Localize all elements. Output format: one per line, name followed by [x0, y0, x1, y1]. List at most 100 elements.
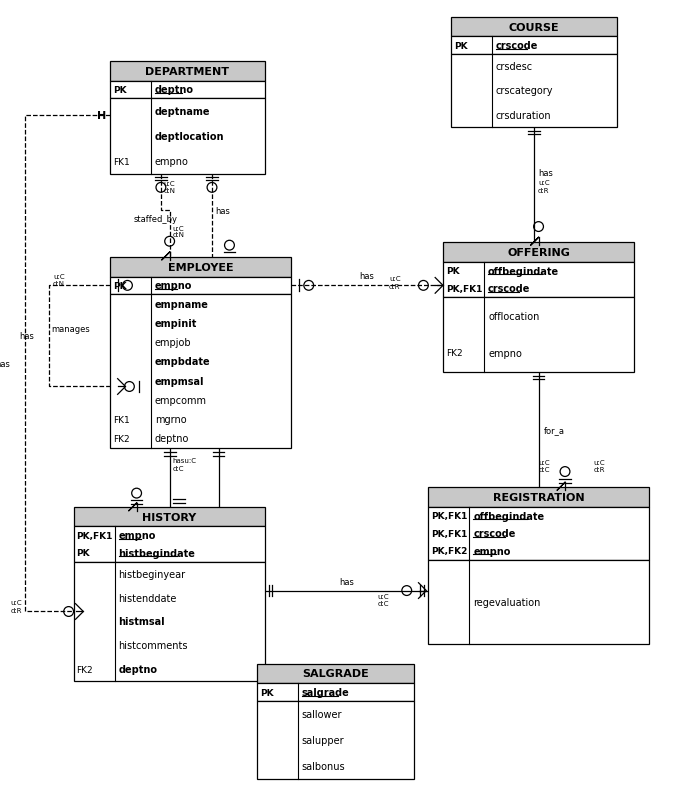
- Text: deptno: deptno: [119, 665, 157, 674]
- Bar: [257, 683, 413, 701]
- Text: empbdate: empbdate: [155, 357, 210, 367]
- Text: histmsal: histmsal: [119, 617, 165, 626]
- Text: has: has: [0, 359, 10, 368]
- Text: u:C: u:C: [389, 275, 401, 282]
- Text: has: has: [339, 577, 354, 586]
- Text: PK: PK: [112, 86, 126, 95]
- Text: d:R: d:R: [538, 188, 549, 194]
- Bar: [443, 262, 634, 298]
- Text: COURSE: COURSE: [509, 22, 560, 33]
- Text: FK2: FK2: [446, 349, 462, 358]
- Text: crscode: crscode: [473, 529, 515, 539]
- Bar: [110, 99, 265, 174]
- Text: has: has: [215, 207, 230, 216]
- Text: H: H: [97, 111, 106, 121]
- Text: offbegindate: offbegindate: [488, 266, 559, 277]
- Text: offbegindate: offbegindate: [473, 511, 544, 521]
- Bar: [451, 55, 618, 128]
- Text: d:R: d:R: [593, 466, 605, 472]
- Bar: [257, 664, 413, 683]
- Bar: [110, 277, 291, 295]
- Text: u:C: u:C: [164, 181, 175, 187]
- Text: regevaluation: regevaluation: [473, 597, 541, 607]
- Bar: [74, 527, 265, 562]
- Text: salgrade: salgrade: [302, 687, 350, 697]
- Text: empno: empno: [488, 349, 522, 358]
- Text: HISTORY: HISTORY: [142, 512, 196, 522]
- Bar: [451, 38, 618, 55]
- Text: empmsal: empmsal: [155, 376, 204, 387]
- Text: d:N: d:N: [53, 281, 65, 287]
- Text: crscategory: crscategory: [496, 87, 553, 96]
- Text: u:C: u:C: [172, 225, 184, 231]
- Bar: [257, 701, 413, 780]
- Text: DEPARTMENT: DEPARTMENT: [145, 67, 229, 77]
- Text: SALGRADE: SALGRADE: [302, 669, 368, 678]
- Text: manages: manages: [52, 324, 90, 333]
- Text: mgrno: mgrno: [155, 415, 186, 424]
- Text: FK2: FK2: [77, 665, 93, 674]
- Text: PK,FK1: PK,FK1: [446, 285, 482, 294]
- Text: deptno: deptno: [155, 85, 194, 95]
- Text: u:C: u:C: [11, 599, 23, 605]
- Text: d:N: d:N: [172, 232, 184, 238]
- Text: u:C: u:C: [593, 460, 605, 465]
- Text: empno: empno: [473, 546, 511, 557]
- Text: for_a: for_a: [544, 425, 564, 435]
- Text: u:C: u:C: [377, 593, 389, 600]
- Bar: [443, 298, 634, 372]
- Text: offlocation: offlocation: [488, 311, 540, 322]
- Text: d:C: d:C: [539, 466, 550, 472]
- Text: u:C: u:C: [539, 460, 550, 465]
- Text: deptno: deptno: [155, 434, 189, 444]
- Text: deptlocation: deptlocation: [155, 132, 224, 142]
- Text: u:C: u:C: [53, 273, 65, 279]
- Bar: [74, 507, 265, 527]
- Text: FK1: FK1: [112, 415, 130, 424]
- Text: crsdesc: crsdesc: [496, 62, 533, 72]
- Text: empno: empno: [155, 157, 189, 167]
- Text: histenddate: histenddate: [119, 593, 177, 603]
- Text: empno: empno: [155, 281, 193, 291]
- Text: crscode: crscode: [488, 284, 531, 294]
- Bar: [428, 560, 649, 644]
- Text: histcomments: histcomments: [119, 641, 188, 650]
- Text: has: has: [538, 169, 553, 178]
- Text: deptname: deptname: [155, 107, 210, 116]
- Text: FK2: FK2: [112, 435, 129, 444]
- Bar: [110, 62, 265, 82]
- Text: PK: PK: [454, 42, 467, 51]
- Text: OFFERING: OFFERING: [507, 248, 570, 257]
- Bar: [428, 507, 649, 560]
- Text: EMPLOYEE: EMPLOYEE: [168, 262, 233, 273]
- Text: PK,FK2: PK,FK2: [431, 547, 468, 556]
- Text: empno: empno: [119, 531, 156, 541]
- Text: histbegindate: histbegindate: [119, 549, 195, 558]
- Text: empcomm: empcomm: [155, 395, 207, 406]
- Bar: [428, 488, 649, 507]
- Text: d:C: d:C: [172, 465, 184, 471]
- Bar: [74, 562, 265, 682]
- Text: salbonus: salbonus: [302, 761, 346, 772]
- Text: FK1: FK1: [112, 157, 130, 166]
- Text: empjob: empjob: [155, 338, 192, 348]
- Text: histbeginyear: histbeginyear: [119, 569, 186, 579]
- Text: hasu:C: hasu:C: [172, 457, 197, 464]
- Text: empname: empname: [155, 299, 209, 310]
- Text: empinit: empinit: [155, 318, 197, 329]
- Text: PK,FK1: PK,FK1: [431, 512, 468, 520]
- Text: PK: PK: [259, 687, 273, 697]
- Text: REGISTRATION: REGISTRATION: [493, 492, 584, 502]
- Text: PK,FK1: PK,FK1: [431, 529, 468, 538]
- Text: PK,FK1: PK,FK1: [77, 531, 113, 540]
- Text: PK: PK: [77, 549, 90, 557]
- Text: PK: PK: [446, 267, 460, 276]
- Text: d:N: d:N: [164, 188, 176, 194]
- Text: d:R: d:R: [389, 284, 401, 290]
- Text: d:R: d:R: [11, 607, 22, 613]
- Bar: [451, 18, 618, 38]
- Text: PK: PK: [112, 282, 126, 290]
- Text: salupper: salupper: [302, 735, 344, 745]
- Text: crsduration: crsduration: [496, 111, 551, 120]
- Text: sallower: sallower: [302, 709, 342, 719]
